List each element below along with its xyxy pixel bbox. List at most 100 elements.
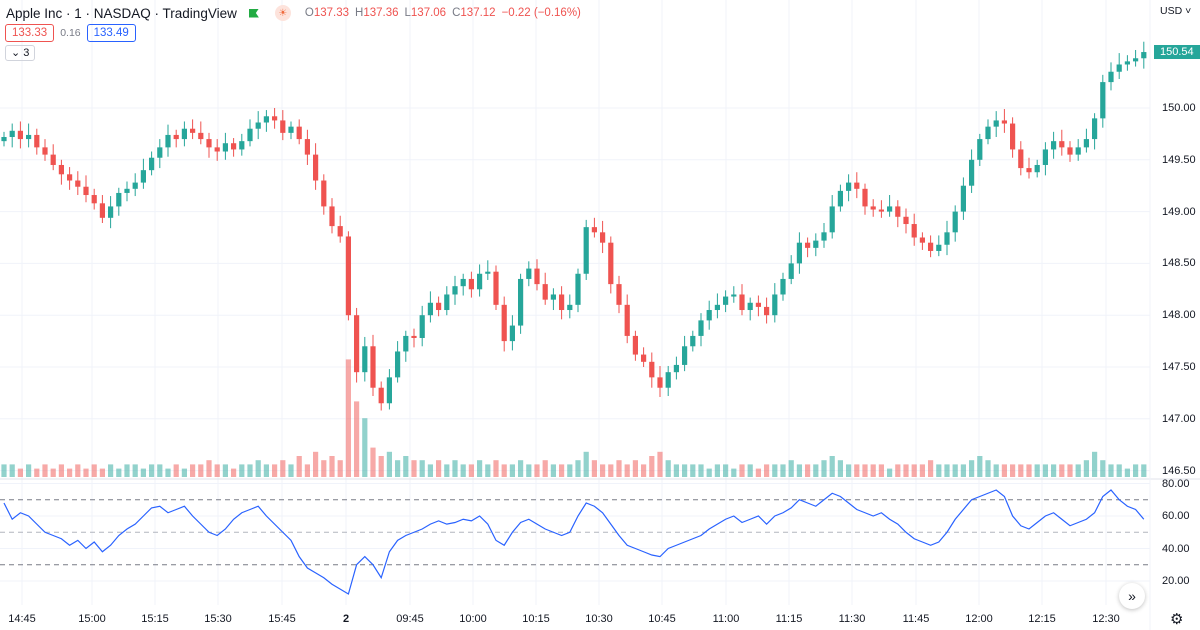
candle-body (862, 188, 868, 207)
volume-bar (247, 464, 253, 477)
candle-body (731, 294, 737, 297)
candle-body (846, 182, 852, 191)
candle-body (116, 192, 122, 207)
candle-body (1100, 82, 1106, 119)
time-tick-label: 11:45 (902, 613, 930, 625)
volume-bar (624, 464, 630, 477)
volume-bar (198, 464, 204, 477)
candle-body (903, 216, 909, 225)
candle-body (780, 278, 786, 295)
volume-bar (354, 401, 360, 477)
candle-body (829, 206, 835, 233)
candle-body (682, 346, 688, 365)
candle-body (132, 182, 138, 189)
candle-body (665, 372, 671, 388)
symbol-title[interactable]: Apple Inc · 1 · NASDAQ · TradingView (6, 5, 237, 21)
price-tick-label: 147.00 (1162, 412, 1196, 425)
double-chevron-right-icon: » (1128, 588, 1136, 604)
candle-body (149, 157, 155, 171)
volume-bar (846, 464, 852, 477)
candle-body (165, 134, 171, 148)
time-tick-label: 11:00 (712, 613, 740, 625)
price-tick-label: 149.00 (1162, 205, 1196, 218)
candle-body (173, 134, 179, 140)
volume-bar (222, 464, 228, 477)
candle-body (575, 273, 581, 305)
volume-bar (296, 456, 302, 477)
volume-bar (214, 464, 220, 477)
candle-body (887, 206, 893, 212)
candle-body (919, 237, 925, 243)
volume-bar (550, 464, 556, 477)
time-tick-label: 15:00 (78, 613, 106, 625)
candle-body (108, 206, 114, 218)
time-tick-label: 14:45 (8, 613, 36, 625)
candle-body (288, 126, 294, 133)
low-value: 137.06 (410, 7, 447, 19)
candle-body (755, 302, 761, 307)
volume-bar (337, 460, 343, 477)
candle-body (600, 232, 606, 243)
candle-body (706, 310, 712, 321)
candle-body (181, 128, 187, 140)
candle-body (509, 325, 515, 342)
volume-bar (559, 464, 565, 477)
volume-bar (772, 464, 778, 477)
candle-body (263, 116, 269, 123)
price-tick-label: 148.50 (1162, 257, 1196, 270)
volume-bar (600, 464, 606, 477)
time-tick-label: 10:30 (585, 613, 613, 625)
candle-body (526, 268, 532, 279)
candle-body (1083, 139, 1089, 148)
market-session-sun-icon: ☀ (274, 5, 291, 21)
volume-bar (616, 460, 622, 477)
candle-body (362, 346, 368, 373)
volume-bar (501, 464, 507, 477)
currency-selector[interactable]: USD ˅ (1160, 5, 1191, 17)
time-tick-label: 15:15 (141, 613, 169, 625)
sell-button[interactable]: 133.33 (5, 24, 55, 42)
volume-bar (870, 464, 876, 477)
volume-bar (1042, 464, 1048, 477)
candle-body (460, 278, 466, 287)
volume-bar (542, 460, 548, 477)
candle-body (42, 147, 48, 155)
time-tick-label: 15:30 (204, 613, 232, 625)
candle-body (214, 147, 220, 152)
scroll-to-realtime-button[interactable]: » (1119, 583, 1145, 609)
candle-body (747, 302, 753, 311)
candle-body (1042, 149, 1048, 165)
price-tick-label: 148.00 (1162, 309, 1196, 322)
volume-bar (468, 464, 474, 477)
candle-body (34, 134, 40, 148)
candle-body (673, 364, 679, 373)
volume-bar (108, 464, 114, 477)
candle-body (272, 116, 278, 121)
candle-body (124, 188, 130, 193)
volume-bar (67, 468, 73, 477)
candle-body (1, 137, 7, 142)
candle-body (477, 273, 483, 290)
volume-bar (928, 460, 934, 477)
volume-bar (854, 464, 860, 477)
volume-bar (288, 464, 294, 477)
candle-body (501, 304, 507, 342)
candle-body (378, 387, 384, 404)
candle-body (1051, 141, 1057, 150)
buy-button[interactable]: 133.49 (86, 24, 136, 42)
candle-body (911, 224, 917, 238)
candle-body (878, 209, 884, 212)
volume-bar (231, 468, 237, 477)
candle-body (1059, 141, 1065, 148)
volume-bar (313, 451, 319, 477)
collapse-indicators-button[interactable]: ⌄ 3 (5, 45, 36, 61)
candle-body (255, 122, 261, 129)
candle-body (370, 346, 376, 388)
settings-gear-icon[interactable]: ⚙ (1170, 611, 1184, 628)
candle-body (231, 143, 237, 150)
candle-body (9, 130, 15, 138)
candle-body (1018, 149, 1024, 169)
candle-body (583, 227, 589, 274)
ohlc-values: O137.33 H137.36 L137.06 C137.12 −0.22 (−… (305, 7, 581, 19)
